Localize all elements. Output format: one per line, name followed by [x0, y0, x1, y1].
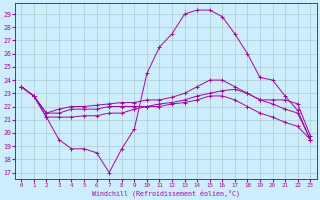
X-axis label: Windchill (Refroidissement éolien,°C): Windchill (Refroidissement éolien,°C)	[92, 189, 240, 197]
